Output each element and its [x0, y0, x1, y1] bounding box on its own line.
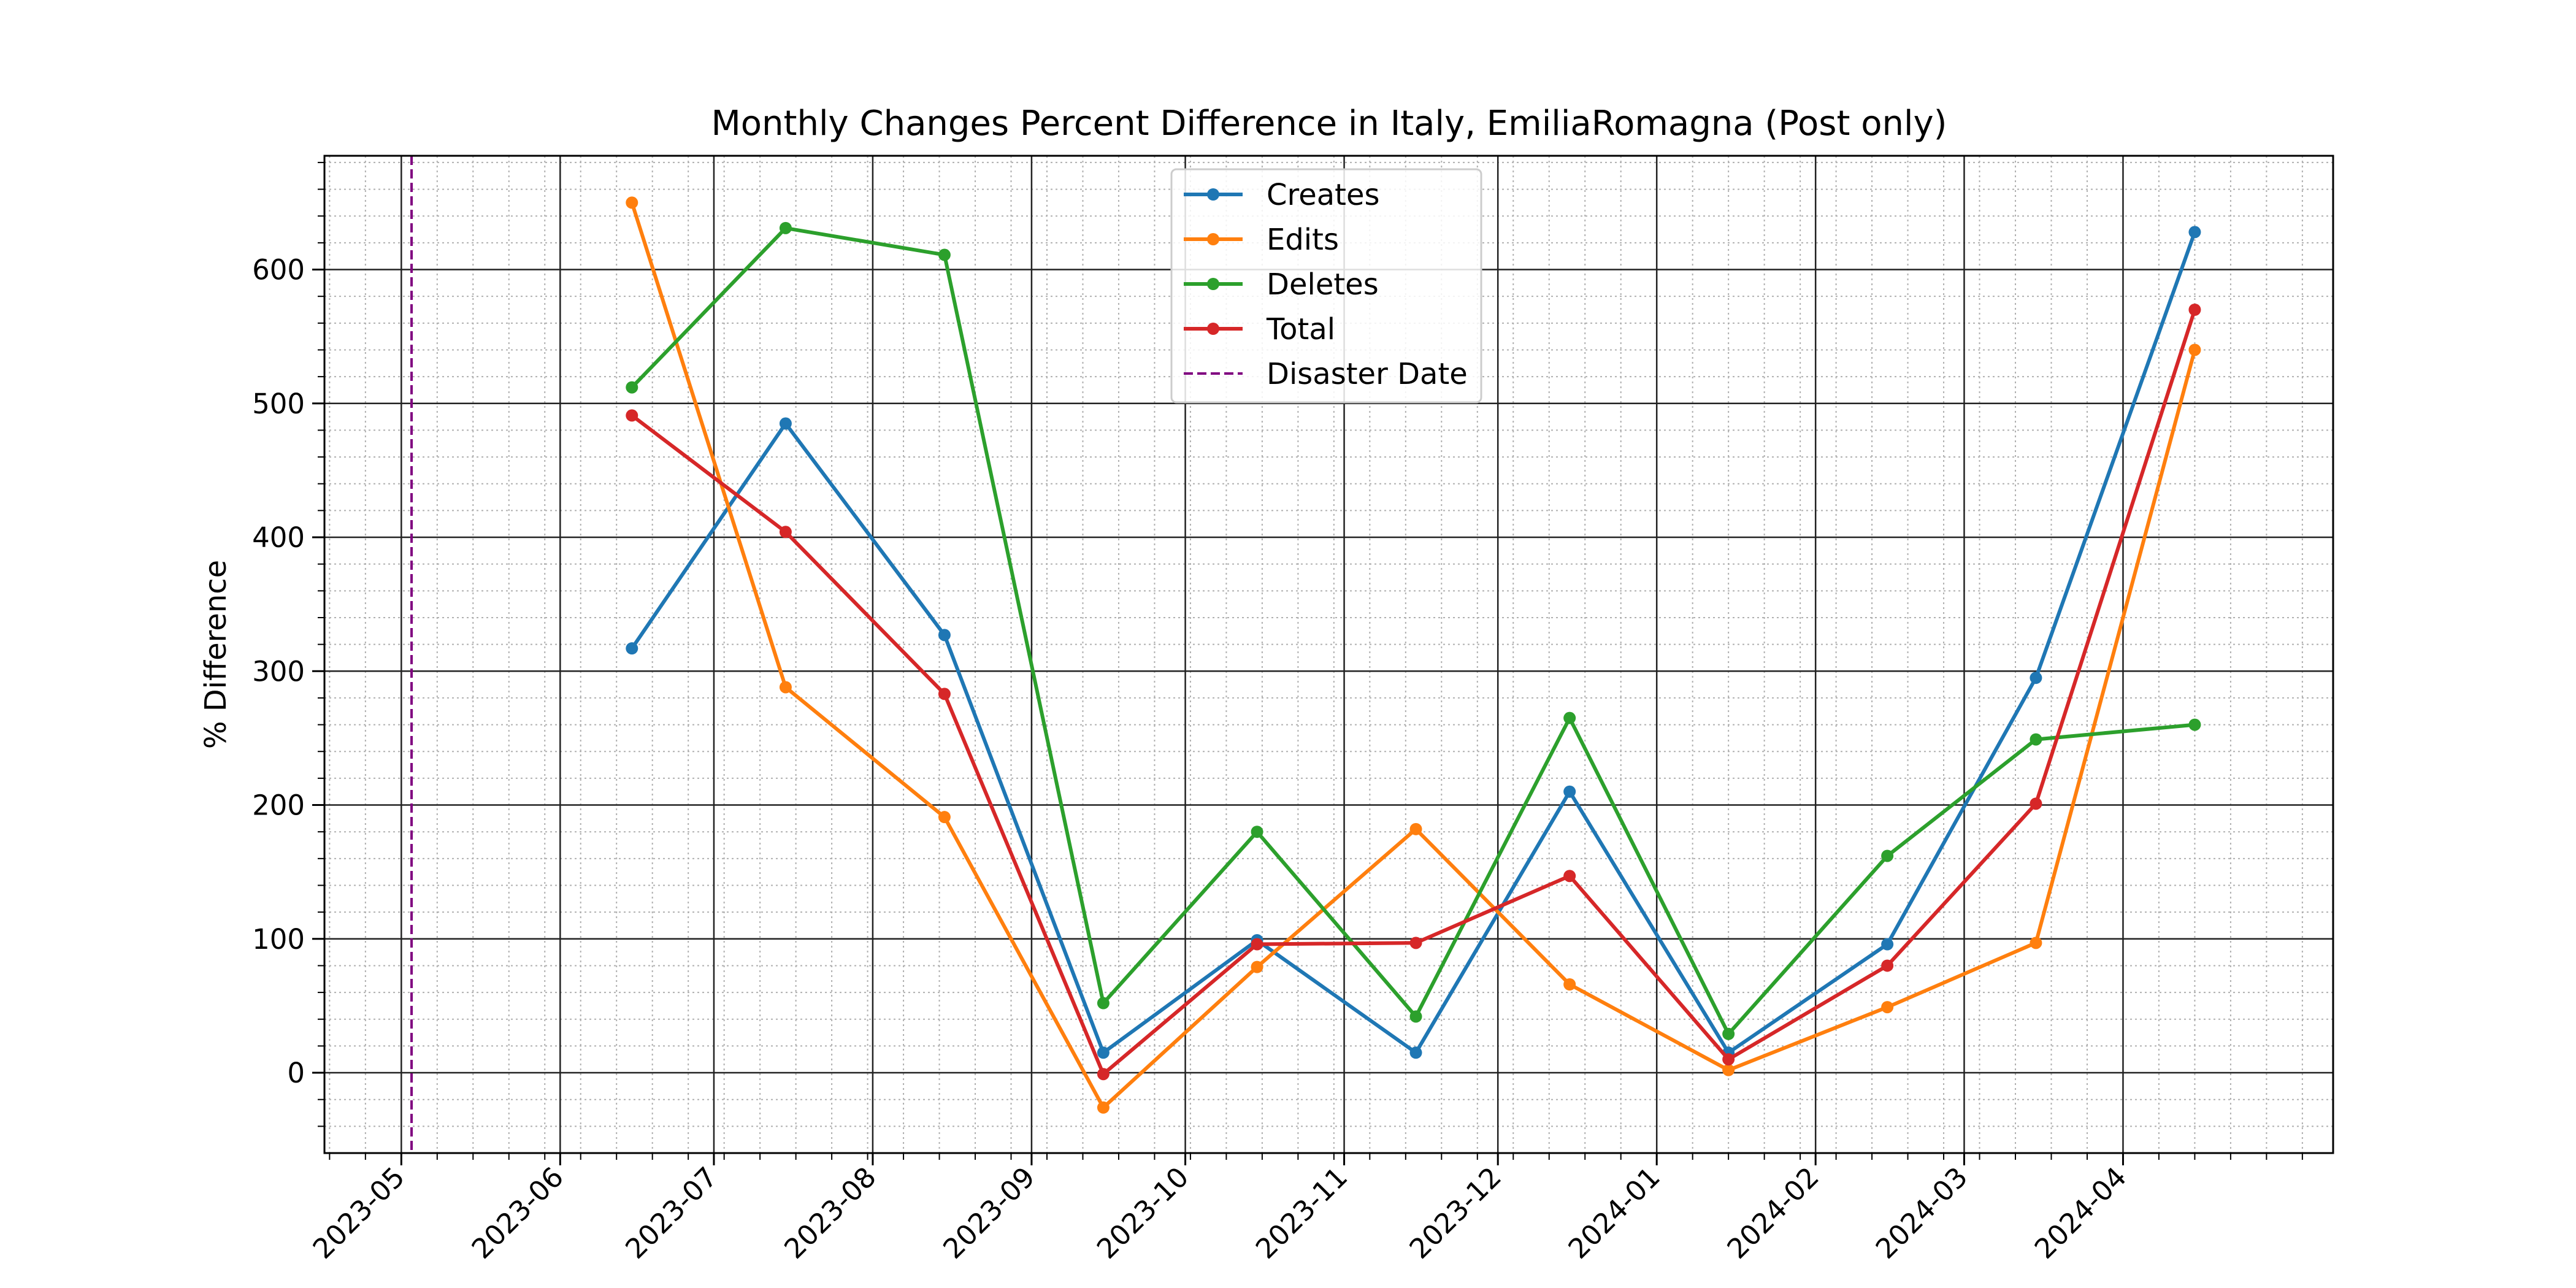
y-axis-label: % Difference: [199, 560, 233, 749]
data-point-creates: [1097, 1046, 1110, 1059]
data-point-edits: [938, 811, 951, 824]
data-point-deletes: [938, 248, 951, 261]
data-point-creates: [1409, 1046, 1422, 1059]
data-point-total: [779, 526, 792, 539]
data-point-total: [1097, 1068, 1110, 1081]
data-point-total: [2030, 797, 2042, 810]
legend-item-disaster-date: Disaster Date: [1184, 357, 1468, 391]
y-tick-label: 400: [252, 521, 305, 554]
data-point-edits: [779, 681, 792, 694]
data-point-edits: [2188, 343, 2201, 356]
series-group: [626, 196, 2201, 1114]
data-point-deletes: [2030, 733, 2042, 746]
data-point-deletes: [1097, 997, 1110, 1010]
legend-marker-edits: [1207, 233, 1219, 245]
y-tick-label: 600: [252, 254, 305, 286]
data-point-deletes: [1722, 1027, 1735, 1040]
y-tick-label: 500: [252, 388, 305, 420]
data-point-total: [1881, 959, 1894, 972]
major-grid: [324, 156, 2333, 1153]
data-point-edits: [2030, 937, 2042, 949]
chart-title: Monthly Changes Percent Difference in It…: [711, 104, 1947, 144]
data-point-deletes: [1563, 711, 1576, 724]
data-point-creates: [938, 629, 951, 642]
data-point-deletes: [1881, 849, 1894, 862]
axis-ticks: [312, 161, 2303, 1165]
data-point-edits: [1251, 960, 1263, 973]
data-point-creates: [779, 417, 792, 430]
legend-box: [1170, 168, 1482, 404]
data-point-edits: [1563, 978, 1576, 991]
series-total: [626, 303, 2201, 1081]
y-tick-labels: 0 100 200 300 400 500 600: [252, 254, 305, 1090]
data-point-deletes: [1251, 826, 1263, 838]
data-point-deletes: [2188, 718, 2201, 731]
y-tick-label: 100: [252, 923, 305, 956]
series-deletes: [626, 221, 2201, 1040]
data-point-creates: [626, 642, 638, 655]
data-point-creates: [2030, 672, 2042, 684]
data-point-creates: [1563, 785, 1576, 798]
data-point-total: [938, 688, 951, 700]
legend-item-edits: Edits: [1184, 223, 1339, 257]
data-point-edits: [1722, 1064, 1735, 1076]
data-point-total: [1409, 937, 1422, 949]
legend-label-deletes: Deletes: [1267, 267, 1379, 302]
legend: Creates Edits Deletes Total Disaster Date: [1170, 168, 1482, 404]
data-point-total: [1722, 1053, 1735, 1066]
data-point-deletes: [626, 381, 638, 394]
data-point-total: [1563, 870, 1576, 883]
data-point-deletes: [1409, 1010, 1422, 1023]
data-point-deletes: [779, 221, 792, 234]
plot-frame: [323, 155, 2334, 1154]
data-point-edits: [1881, 1001, 1894, 1014]
legend-marker-total: [1207, 323, 1219, 335]
legend-label-disaster-date: Disaster Date: [1267, 357, 1468, 391]
series-edits: [626, 196, 2201, 1114]
legend-marker-creates: [1207, 188, 1219, 201]
legend-label-total: Total: [1266, 312, 1335, 347]
data-point-edits: [1097, 1101, 1110, 1114]
legend-item-deletes: Deletes: [1184, 267, 1379, 302]
minor-grid: [324, 156, 2333, 1153]
data-point-total: [626, 409, 638, 422]
legend-label-creates: Creates: [1267, 178, 1380, 212]
legend-label-edits: Edits: [1267, 223, 1339, 257]
data-point-edits: [626, 196, 638, 209]
data-point-creates: [1881, 938, 1894, 951]
y-tick-label: 300: [252, 655, 305, 688]
y-tick-label: 200: [252, 789, 305, 822]
legend-marker-deletes: [1207, 278, 1219, 290]
data-point-total: [2188, 303, 2201, 316]
data-point-edits: [1409, 822, 1422, 835]
data-point-total: [1251, 938, 1263, 951]
legend-item-creates: Creates: [1184, 178, 1380, 212]
legend-item-total: Total: [1184, 312, 1335, 347]
y-tick-label: 0: [287, 1057, 305, 1089]
data-point-creates: [2188, 226, 2201, 239]
